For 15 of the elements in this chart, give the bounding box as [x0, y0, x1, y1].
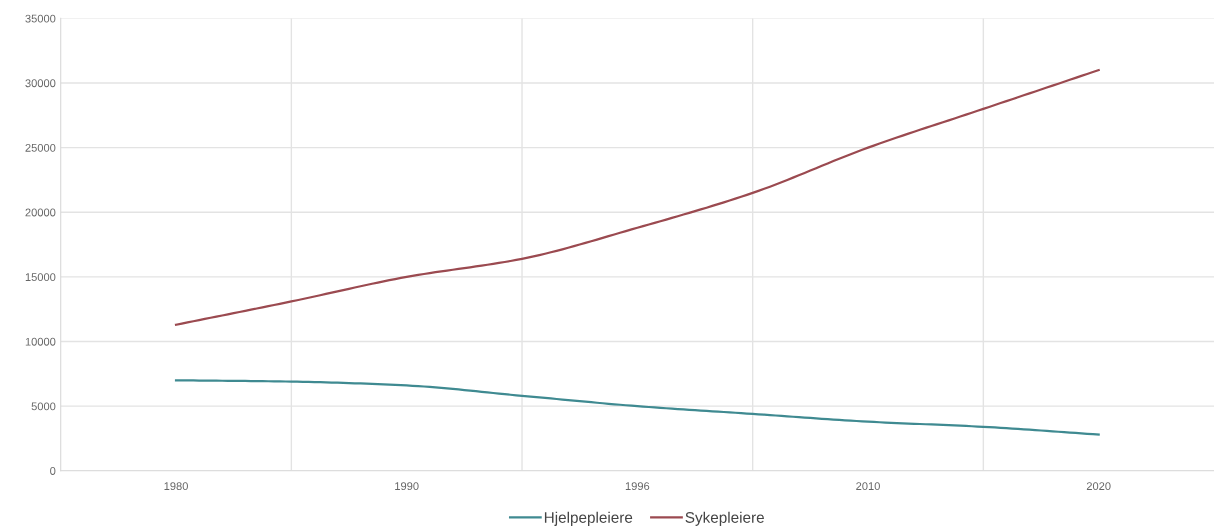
legend-label: Sykepleiere: [685, 511, 764, 526]
x-tick-label: 1980: [164, 482, 188, 491]
legend-label: Hjelpepleiere: [544, 511, 633, 526]
y-tick-label: 5000: [31, 402, 56, 411]
y-tick-label: 10000: [25, 337, 56, 346]
y-tick-label: 15000: [25, 273, 56, 282]
y-tick-label: 30000: [25, 79, 56, 88]
y-tick-label: 35000: [25, 14, 56, 23]
x-tick-label: 2010: [856, 482, 880, 491]
y-tick-label: 25000: [25, 143, 56, 152]
y-tick-label: 0: [50, 467, 56, 475]
y-tick-label: 20000: [25, 208, 56, 217]
x-tick-label: 1990: [395, 482, 419, 491]
x-tick-label: 2020: [1086, 482, 1111, 491]
x-tick-label: 1996: [625, 482, 650, 491]
